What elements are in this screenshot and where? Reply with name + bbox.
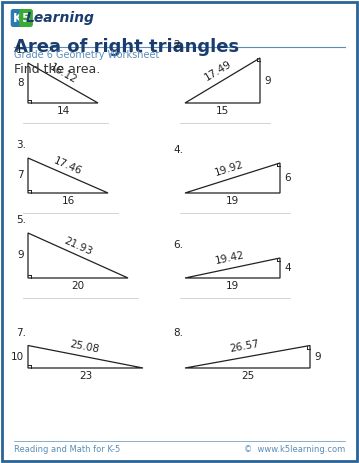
Text: 4: 4 (284, 263, 291, 273)
Text: 25.08: 25.08 (69, 339, 100, 355)
Text: 5.: 5. (16, 215, 26, 225)
Text: 6: 6 (284, 173, 291, 183)
Text: 16: 16 (61, 196, 75, 206)
Text: 7: 7 (17, 170, 24, 181)
Text: 17.49: 17.49 (202, 59, 233, 83)
Text: 19: 19 (226, 196, 239, 206)
Text: 23: 23 (79, 371, 92, 381)
Text: 4.: 4. (173, 145, 183, 155)
Text: 21.93: 21.93 (62, 235, 94, 257)
Text: 10: 10 (11, 352, 24, 362)
Text: 17.46: 17.46 (52, 156, 84, 176)
Text: 6.: 6. (173, 240, 183, 250)
Text: 3.: 3. (16, 140, 26, 150)
Text: 8: 8 (17, 78, 24, 88)
Text: 19: 19 (226, 281, 239, 291)
Text: K: K (13, 12, 23, 25)
Text: ©  www.k5learning.com: © www.k5learning.com (244, 445, 345, 454)
Text: 9: 9 (17, 250, 24, 261)
Text: Area of right triangles: Area of right triangles (14, 38, 239, 56)
Text: 14: 14 (56, 106, 70, 116)
Text: 5: 5 (22, 12, 31, 25)
Text: 19.92: 19.92 (213, 159, 245, 177)
Text: 1.: 1. (16, 45, 26, 55)
Text: Learning: Learning (25, 11, 94, 25)
Text: 19.42: 19.42 (214, 250, 245, 266)
Text: 8.: 8. (173, 327, 183, 338)
Text: 26.57: 26.57 (229, 339, 260, 354)
Text: 9: 9 (264, 75, 271, 86)
Text: 16.12: 16.12 (48, 62, 79, 85)
Text: 25: 25 (241, 371, 254, 381)
Text: 20: 20 (71, 281, 85, 291)
Text: 15: 15 (216, 106, 229, 116)
Text: 7.: 7. (16, 327, 26, 338)
Text: Find the area.: Find the area. (14, 63, 100, 76)
Text: 9: 9 (314, 352, 321, 362)
Text: 2.: 2. (173, 40, 183, 50)
Text: Grade 6 Geometry Worksheet: Grade 6 Geometry Worksheet (14, 50, 159, 60)
Text: Reading and Math for K-5: Reading and Math for K-5 (14, 445, 120, 454)
